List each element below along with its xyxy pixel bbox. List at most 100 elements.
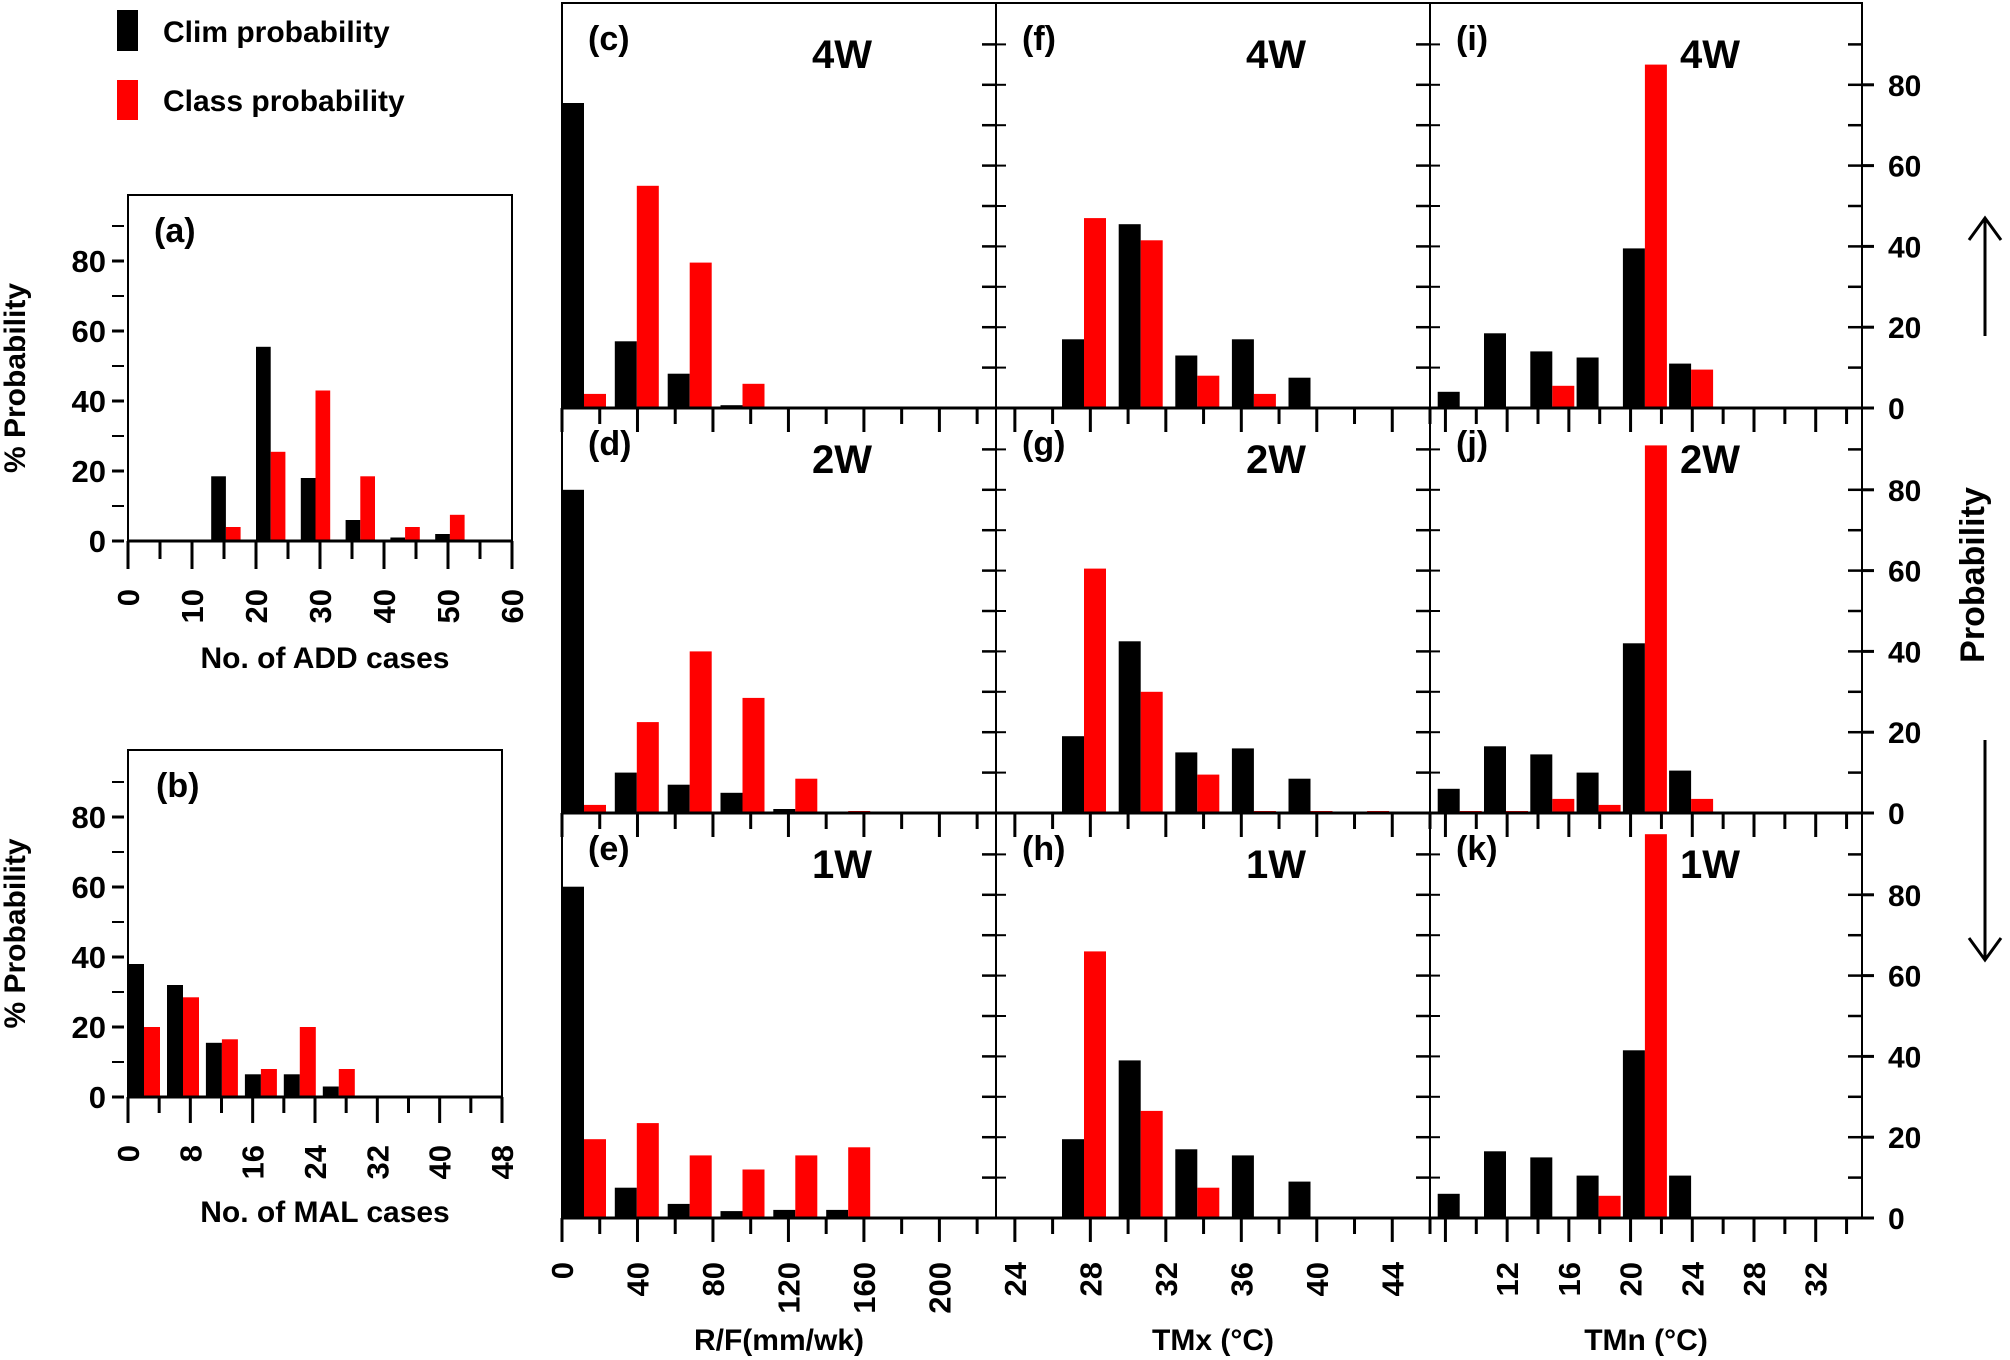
bar-clim (773, 809, 796, 813)
right-y-tick-label: 20 (1888, 717, 1921, 750)
x-tick-label: 0 (111, 1145, 146, 1162)
bar-class (1197, 375, 1220, 408)
bar-class (742, 697, 765, 813)
bar-class (1084, 568, 1106, 813)
panel-b: 0 20 40 60 80 0 8 16 24 32 40 48 (b) No. of MAL cases… (0, 749, 520, 1229)
right-y-tick-label: 60 (1888, 961, 1921, 994)
bar-class (795, 1155, 818, 1218)
bar-class (183, 997, 199, 1098)
bar-clim (614, 772, 637, 813)
bar-class (1552, 798, 1575, 813)
bar-class (742, 383, 765, 408)
bar-clim (1175, 1149, 1198, 1218)
x-tick-label: 120 (771, 1262, 806, 1314)
bar-class (1691, 369, 1714, 408)
x-axis-label: No. of ADD cases (201, 642, 450, 675)
bar-class (1253, 393, 1276, 408)
x-tick-label: 40 (1300, 1262, 1335, 1296)
x-tick-label: 200 (922, 1262, 957, 1314)
bar-class (689, 262, 712, 408)
bar-class (1598, 1195, 1621, 1218)
y-tick-label: 80 (72, 800, 106, 835)
lead-label: 1W (812, 843, 872, 887)
bar-class (225, 527, 241, 541)
bar-clim (1231, 1155, 1254, 1218)
bar-clim (1669, 363, 1692, 408)
bar-clim (1288, 377, 1311, 408)
bar-class (1644, 445, 1667, 813)
x-axis-label: TMn (°C) (1584, 1324, 1708, 1357)
x-axis-label: No. of MAL cases (200, 1196, 450, 1229)
x-tick-label: 30 (303, 589, 338, 623)
y-axis-label: % Probability (0, 838, 32, 1028)
bar-class (270, 451, 286, 542)
y-tick-label: 0 (89, 1080, 106, 1115)
bar-clim (1484, 746, 1506, 813)
bar-clim (1622, 1050, 1645, 1218)
bar-class (1084, 951, 1106, 1218)
bar-clim (1484, 333, 1506, 408)
arrow-down-icon (1967, 740, 2003, 963)
y-tick-label: 20 (72, 454, 106, 489)
y-tick-label: 80 (72, 244, 106, 279)
legend: Clim probability Class probability (117, 10, 405, 120)
y-tick-label: 40 (72, 940, 106, 975)
x-axis-label: TMx (°C) (1152, 1324, 1274, 1357)
right-y-tick-label: 40 (1888, 231, 1921, 264)
arrow-up-icon (1967, 215, 2003, 336)
x-tick-label: 28 (1737, 1262, 1772, 1296)
x-tick-label: 48 (485, 1145, 520, 1179)
bar-clim (1231, 748, 1254, 813)
right-y-tick-label: 80 (1888, 475, 1921, 508)
bar-clim (720, 792, 743, 813)
bar-clim (128, 964, 144, 1097)
bar-clim (435, 534, 450, 541)
bar-clim (1118, 1060, 1141, 1218)
x-tick-label: 40 (367, 589, 402, 623)
bar-clim (205, 1042, 222, 1098)
x-tick-label: 28 (1073, 1262, 1108, 1296)
bar-clim (1062, 736, 1084, 813)
bar-clim (1484, 1151, 1506, 1218)
bar-clim (167, 985, 183, 1097)
bar-class (221, 1039, 238, 1098)
y-tick-label: 60 (72, 314, 106, 349)
x-tick-label: 36 (1224, 1262, 1259, 1296)
bar-class (1691, 798, 1714, 813)
right-y-tick-label: 60 (1888, 556, 1921, 589)
panel-label: (g) (1022, 425, 1065, 463)
bar-clim (1669, 1175, 1692, 1218)
x-tick-label: 16 (236, 1145, 271, 1179)
panel-label: (b) (156, 767, 199, 805)
bar-class (848, 1147, 871, 1218)
bar-clim (1530, 1157, 1553, 1218)
right-y-tick-label: 60 (1888, 151, 1921, 184)
x-tick-label: 24 (1675, 1261, 1710, 1296)
x-tick-label: 8 (173, 1145, 208, 1162)
bar-clim (1231, 339, 1254, 408)
right-y-tick-label: 20 (1888, 312, 1921, 345)
bar-clim (1622, 248, 1645, 408)
x-tick-label: 20 (239, 589, 274, 623)
lead-label: 4W (1680, 33, 1740, 77)
bar-class (584, 1139, 606, 1218)
bar-clim (1669, 770, 1692, 813)
bar-clim (562, 489, 584, 813)
bar-clim (390, 537, 406, 541)
bar-clim (562, 886, 584, 1218)
bar-class (584, 393, 606, 408)
bar-clim (614, 1187, 637, 1218)
x-tick-label: 16 (1552, 1262, 1587, 1296)
bar-clim (1576, 1175, 1599, 1218)
panel-label: (a) (154, 212, 196, 250)
bar-class (584, 804, 606, 813)
bar-clim (211, 476, 226, 542)
bar-clim (1437, 1193, 1460, 1218)
panel-c: (c) 4W (560, 20, 996, 432)
panel-label: (c) (588, 20, 630, 58)
bar-clim (1062, 339, 1084, 408)
bar-clim (1118, 224, 1141, 408)
x-tick-label: 60 (495, 589, 530, 623)
x-tick-label: 24 (298, 1144, 333, 1179)
lead-label: 4W (1246, 33, 1306, 77)
